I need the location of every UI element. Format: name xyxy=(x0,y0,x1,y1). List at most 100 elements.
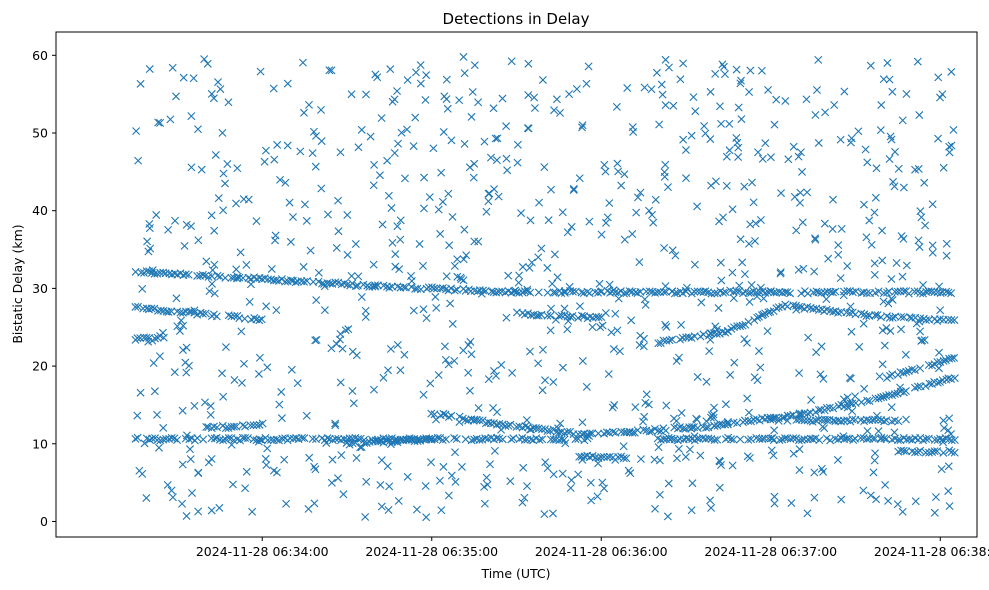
detection-point xyxy=(753,376,762,385)
detection-point xyxy=(136,79,145,88)
detection-point xyxy=(383,156,392,165)
detection-point xyxy=(728,268,737,277)
track-point xyxy=(842,434,851,443)
detection-point xyxy=(792,305,801,314)
track-point xyxy=(452,435,461,444)
detection-point xyxy=(759,294,768,303)
detection-point xyxy=(277,414,286,423)
track-point xyxy=(642,287,651,296)
detection-point xyxy=(276,175,285,184)
track-point xyxy=(521,422,530,431)
detection-point xyxy=(947,67,956,76)
track-point xyxy=(343,280,352,289)
track-point xyxy=(599,452,608,461)
detection-point xyxy=(934,134,943,143)
detection-point xyxy=(679,59,688,68)
detection-point xyxy=(518,262,527,271)
detection-point xyxy=(390,95,399,104)
track-point xyxy=(543,288,552,297)
detection-point xyxy=(180,241,189,250)
detection-point xyxy=(302,411,311,420)
track-point xyxy=(645,427,654,436)
detection-point xyxy=(312,335,321,344)
detection-point xyxy=(206,402,215,411)
track-point xyxy=(901,387,910,395)
track-point xyxy=(668,335,677,344)
detection-point xyxy=(930,508,939,517)
detection-point xyxy=(768,434,777,442)
detection-point xyxy=(252,217,261,226)
detection-point xyxy=(685,445,694,454)
track-point xyxy=(193,434,202,443)
detection-point xyxy=(275,400,284,409)
detection-point xyxy=(628,230,637,238)
detection-point xyxy=(902,90,911,98)
detection-point xyxy=(661,282,670,291)
track-point xyxy=(760,434,769,443)
detection-point xyxy=(604,370,613,379)
detection-point xyxy=(594,459,603,468)
detection-point xyxy=(861,145,870,154)
detection-point xyxy=(756,283,765,292)
track-point xyxy=(659,435,668,444)
detection-point xyxy=(843,403,852,412)
track-point xyxy=(877,393,885,402)
detection-point xyxy=(448,319,457,328)
detection-point xyxy=(362,90,371,99)
detection-point xyxy=(263,444,272,453)
detection-point xyxy=(384,191,393,200)
detection-point xyxy=(662,401,671,410)
detection-point xyxy=(538,75,547,84)
detection-point xyxy=(636,188,645,197)
track-point xyxy=(133,433,142,442)
track-point xyxy=(298,433,306,442)
detection-point xyxy=(687,424,696,433)
detection-point xyxy=(194,507,203,516)
track-point xyxy=(814,415,823,424)
track-point xyxy=(817,405,826,414)
detection-point xyxy=(177,316,186,325)
detection-point xyxy=(439,462,448,471)
track-point xyxy=(447,284,456,293)
track-point xyxy=(131,302,140,311)
detection-point xyxy=(182,220,191,229)
detection-point xyxy=(872,164,881,173)
detection-point xyxy=(658,90,667,99)
track-point xyxy=(829,307,838,316)
detection-point xyxy=(446,299,455,308)
detection-point xyxy=(427,458,435,467)
track-point xyxy=(348,279,357,288)
track-point xyxy=(753,313,762,322)
detection-point xyxy=(942,239,951,248)
track-point xyxy=(619,454,628,463)
detection-point xyxy=(556,419,565,428)
detection-point xyxy=(733,138,742,147)
detection-point xyxy=(343,211,352,220)
detection-point xyxy=(163,480,172,489)
detection-point xyxy=(736,79,745,88)
track-point xyxy=(944,374,953,383)
track-point xyxy=(622,454,631,463)
detection-point xyxy=(208,266,217,275)
detection-point xyxy=(795,445,804,454)
detection-point xyxy=(663,512,672,521)
detection-point xyxy=(575,302,584,311)
detection-point xyxy=(939,163,948,172)
detection-point xyxy=(746,220,755,229)
track-point xyxy=(902,367,911,376)
track-point xyxy=(241,433,250,442)
track-point xyxy=(950,316,959,325)
track-point xyxy=(928,361,937,370)
detection-point xyxy=(422,314,431,323)
track-point xyxy=(911,448,920,457)
track-point xyxy=(506,420,515,429)
detection-point xyxy=(343,250,352,259)
detection-point xyxy=(692,414,701,423)
detection-point xyxy=(596,323,605,332)
track-point xyxy=(874,394,883,403)
track-point xyxy=(277,275,286,284)
detection-point xyxy=(633,193,642,202)
track-point xyxy=(212,312,221,321)
track-point xyxy=(896,436,905,445)
detection-point xyxy=(851,392,860,401)
